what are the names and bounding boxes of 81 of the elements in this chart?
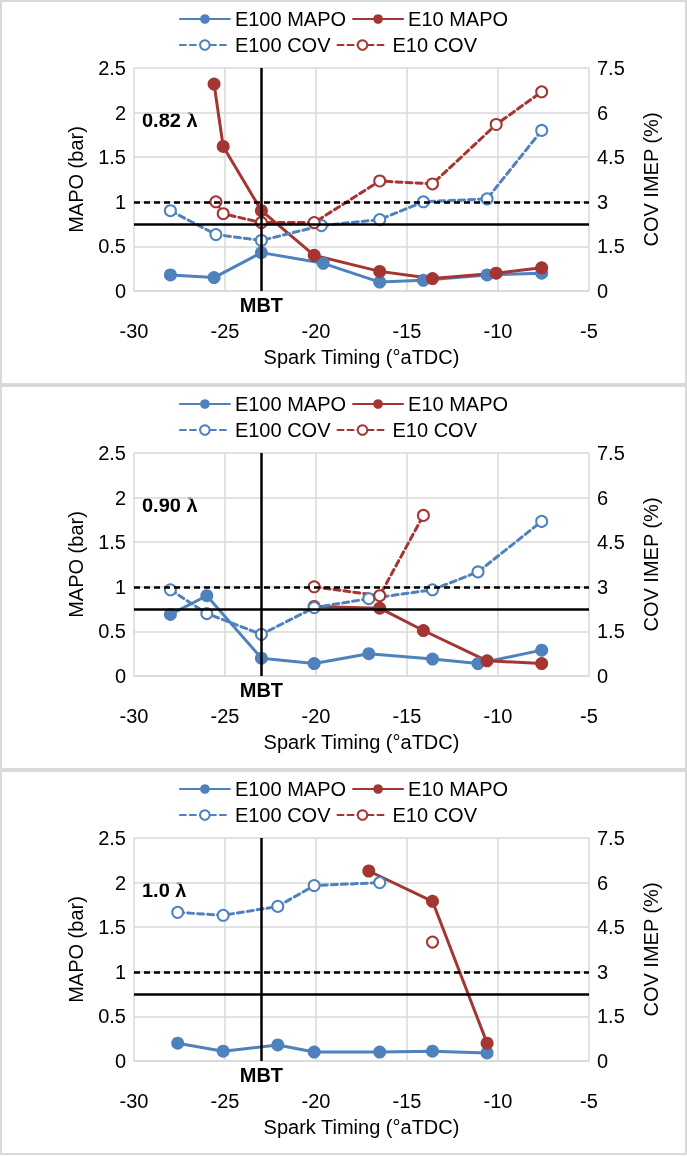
y2-tick-label: 0 [597,280,609,302]
legend-label: E10 MAPO [408,778,509,800]
x-tick-label: -10 [483,1090,513,1112]
y-tick-label: 0 [114,280,126,302]
y-tick-label: 0.5 [98,235,126,258]
y-tick-label: 1.5 [98,531,126,554]
y-axis-title: MAPO (bar) [65,896,87,1003]
x-tick-label: -10 [483,320,513,342]
y2-tick-label: 0 [597,665,609,687]
x-tick-label: -25 [210,320,240,342]
y2-tick-label: 4.5 [597,916,625,939]
x-tick-label: -5 [580,1090,598,1112]
x-axis-title: Spark Timing (°aTDC) [263,731,460,753]
y2-tick-label: 6 [597,486,609,509]
ref-line-label: MBT [239,1064,284,1086]
y2-tick-label: 1.5 [597,1005,625,1028]
y2-tick-label: 1.5 [597,620,625,643]
annotation: 0.90 λ [142,494,198,516]
y-tick-label: 1.5 [98,146,126,169]
x-tick-label: -20 [301,1090,331,1112]
legend-label: E100 COV [234,419,332,441]
x-tick-label: -5 [580,705,598,727]
x-tick-label: -20 [301,320,331,342]
legend-label: E100 MAPO [234,778,347,800]
y-tick-label: 1 [114,575,126,598]
x-tick-label: -25 [210,705,240,727]
legend-label: E100 COV [234,804,332,826]
y2-tick-label: 7.5 [597,442,625,464]
y-tick-label: 1 [114,190,126,213]
annotation: 0.82 λ [142,109,198,131]
legend-label: E100 MAPO [234,393,347,415]
y2-axis-title: COV IMEP (%) [640,112,662,247]
annotation: 1.0 λ [142,879,187,901]
legend-label: E10 COV [392,804,478,826]
legend-label: E10 MAPO [408,393,509,415]
ref-line-label: MBT [239,679,284,701]
y2-tick-label: 3 [597,960,609,983]
x-tick-label: -5 [580,320,598,342]
y-tick-label: 2.5 [98,57,126,79]
y2-tick-label: 0 [597,1050,609,1072]
y-tick-label: 0 [114,1050,126,1072]
y-tick-label: 2 [114,871,126,894]
x-tick-label: -15 [392,1090,422,1112]
y-axis-title: MAPO (bar) [65,126,87,233]
y2-tick-label: 6 [597,101,609,124]
y-tick-label: 2 [114,101,126,124]
y2-tick-label: 4.5 [597,531,625,554]
legend-label: E10 MAPO [408,8,509,30]
y2-tick-label: 7.5 [597,57,625,79]
x-axis-title: Spark Timing (°aTDC) [263,1116,460,1138]
legend-label: E10 COV [392,34,478,56]
legend-label: E100 MAPO [234,8,347,30]
x-tick-label: -25 [210,1090,240,1112]
x-axis-title: Spark Timing (°aTDC) [263,346,460,368]
y2-tick-label: 6 [597,871,609,894]
x-tick-label: -15 [392,705,422,727]
y2-tick-label: 3 [597,575,609,598]
x-tick-label: -30 [119,320,149,342]
x-tick-label: -15 [392,320,422,342]
y-tick-label: 0.5 [98,620,126,643]
x-tick-label: -30 [119,1090,149,1112]
x-tick-label: -20 [301,705,331,727]
y2-tick-label: 1.5 [597,235,625,258]
y-tick-label: 1 [114,960,126,983]
y2-axis-title: COV IMEP (%) [640,882,662,1017]
y-tick-label: 2 [114,486,126,509]
y-tick-label: 1.5 [98,916,126,939]
x-tick-label: -10 [483,705,513,727]
y-tick-label: 0.5 [98,1005,126,1028]
y2-tick-label: 4.5 [597,146,625,169]
y-tick-label: 2.5 [98,442,126,464]
y2-tick-label: 3 [597,190,609,213]
y2-tick-label: 7.5 [597,827,625,849]
legend-label: E10 COV [392,419,478,441]
y2-axis-title: COV IMEP (%) [640,497,662,632]
legend-label: E100 COV [234,34,332,56]
y-tick-label: 0 [114,665,126,687]
y-tick-label: 2.5 [98,827,126,849]
x-tick-label: -30 [119,705,149,727]
ref-line-label: MBT [239,294,284,316]
y-axis-title: MAPO (bar) [65,511,87,618]
